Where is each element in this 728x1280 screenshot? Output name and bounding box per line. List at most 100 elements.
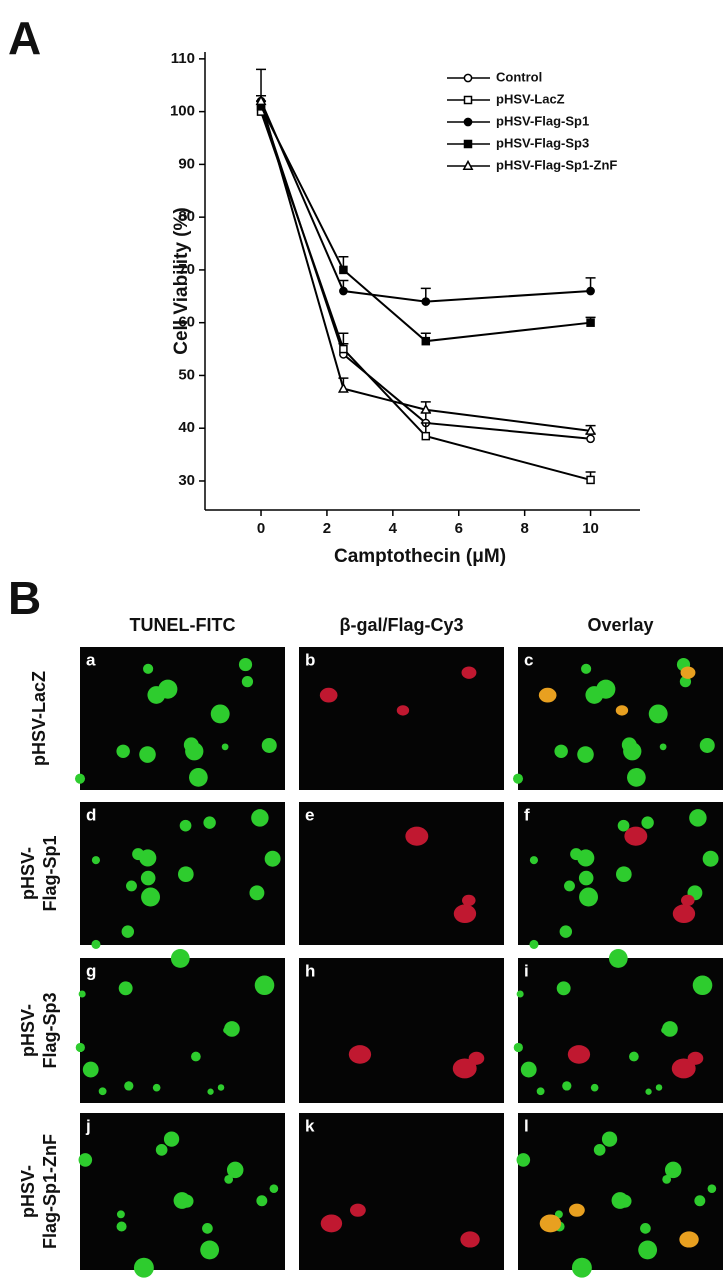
green-cell <box>529 939 539 949</box>
green-cell <box>593 1144 606 1156</box>
panel-letter: e <box>305 805 314 824</box>
row-label: Flag-Sp3 <box>40 992 60 1068</box>
green-cell <box>179 819 192 832</box>
green-cell <box>200 1240 220 1260</box>
green-cell <box>118 981 133 996</box>
green-cell <box>578 870 594 886</box>
green-cell <box>126 880 137 892</box>
green-cell <box>249 885 265 901</box>
y-tick-label: 90 <box>178 155 195 172</box>
green-cell <box>562 1081 572 1091</box>
red-cell <box>569 1203 585 1217</box>
red-cell <box>672 904 696 924</box>
green-cell <box>121 925 135 938</box>
green-cell <box>141 887 161 907</box>
green-cell <box>608 949 628 968</box>
green-cell <box>189 768 208 787</box>
green-cell <box>702 850 719 867</box>
red-cell <box>680 894 695 907</box>
red-cell <box>671 1058 696 1079</box>
green-cell <box>74 773 86 784</box>
green-cell <box>564 880 575 892</box>
legend-label: pHSV-LacZ <box>496 91 565 106</box>
green-cell <box>116 1221 127 1232</box>
green-cell <box>529 856 539 865</box>
green-cell <box>692 975 713 996</box>
x-axis-label: Camptothecin (μM) <box>334 546 506 567</box>
green-cell <box>191 1051 201 1062</box>
green-cell <box>75 1042 85 1053</box>
data-point <box>339 286 348 296</box>
green-cell <box>556 981 571 996</box>
green-cell <box>664 1161 682 1179</box>
red-cell <box>320 1214 343 1233</box>
micrograph <box>80 958 285 1103</box>
panel-letter: h <box>305 961 315 980</box>
green-cell <box>581 663 592 674</box>
x-tick-label: 4 <box>389 520 398 537</box>
green-cell <box>601 1131 618 1147</box>
legend-label: pHSV-Flag-Sp3 <box>496 135 589 150</box>
red-cell <box>452 1058 477 1079</box>
green-cell <box>140 870 156 886</box>
data-point <box>255 94 267 106</box>
red-cell <box>687 1051 704 1065</box>
red-cell <box>539 1214 562 1233</box>
green-cell <box>590 1083 599 1092</box>
green-cell <box>82 1061 99 1078</box>
green-cell <box>251 809 269 827</box>
column-header: β-gal/Flag-Cy3 <box>339 615 463 635</box>
y-axis-label: Cell Viability (%) <box>171 207 192 354</box>
red-cell <box>453 904 477 924</box>
green-cell <box>629 1051 639 1062</box>
green-cell <box>203 816 216 829</box>
green-cell <box>207 1088 214 1095</box>
green-cell <box>661 1027 668 1034</box>
red-cell <box>679 1231 699 1248</box>
green-cell <box>554 1210 563 1219</box>
legend-label: Control <box>496 69 542 84</box>
green-cell <box>238 657 253 672</box>
legend-label: pHSV-Flag-Sp1 <box>496 113 589 128</box>
green-cell <box>223 1027 230 1034</box>
legend-marker <box>463 95 473 105</box>
green-cell <box>139 849 157 867</box>
green-cell <box>116 744 130 759</box>
green-cell <box>152 1083 161 1092</box>
series-line <box>260 100 591 432</box>
y-tick-label: 80 <box>178 208 195 225</box>
red-cell <box>615 705 629 716</box>
legend-label: pHSV-Flag-Sp1-ZnF <box>496 157 617 172</box>
y-tick-label: 40 <box>178 419 195 436</box>
panel-letter: l <box>524 1116 529 1135</box>
red-cell <box>624 826 648 846</box>
row-label: pHSV-LacZ <box>29 671 49 766</box>
data-point <box>585 424 597 435</box>
red-cell <box>538 687 557 703</box>
green-cell <box>623 742 642 761</box>
micrograph <box>518 958 723 1103</box>
y-tick-label: 30 <box>178 472 195 489</box>
green-cell <box>155 1144 168 1156</box>
panel-letter: d <box>86 805 96 824</box>
green-cell <box>536 1087 545 1096</box>
green-cell <box>571 1257 592 1278</box>
green-cell <box>520 1061 537 1078</box>
data-point <box>586 286 595 296</box>
row-label: pHSV- <box>18 847 38 900</box>
green-cell <box>139 746 156 763</box>
micrograph <box>299 958 504 1103</box>
x-tick-label: 6 <box>455 520 463 537</box>
green-cell <box>116 1210 125 1219</box>
green-cell <box>559 925 573 938</box>
row-label: pHSV- <box>18 1165 38 1218</box>
panel-letter: a <box>86 650 96 669</box>
green-cell <box>659 743 667 751</box>
green-cell <box>689 809 707 827</box>
green-cell <box>513 1042 523 1053</box>
row-label: Flag-Sp1-ZnF <box>40 1134 60 1249</box>
green-cell <box>254 975 275 996</box>
green-cell <box>638 1240 658 1260</box>
green-cell <box>143 663 154 674</box>
